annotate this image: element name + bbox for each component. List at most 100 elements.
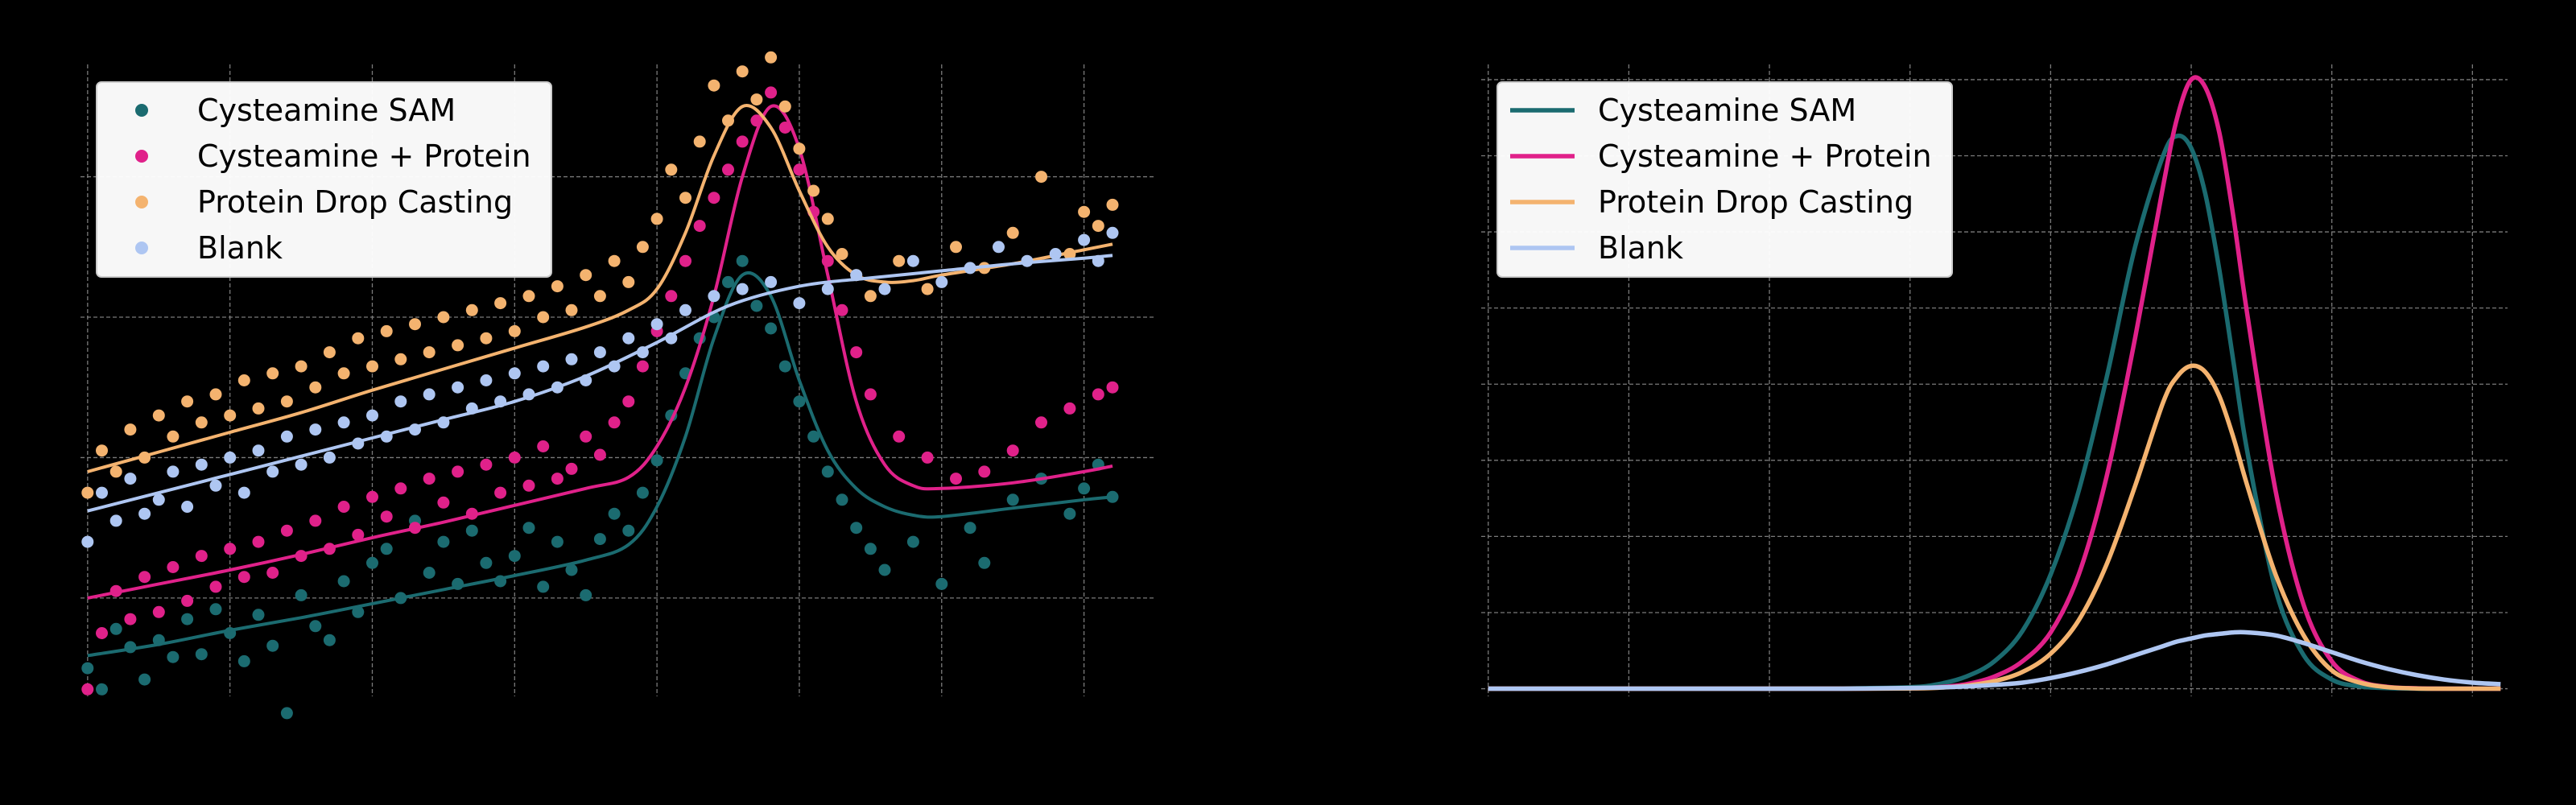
data-point bbox=[81, 535, 94, 548]
data-point bbox=[722, 275, 734, 288]
data-point bbox=[452, 339, 464, 352]
data-point bbox=[195, 416, 208, 429]
data-point bbox=[850, 346, 863, 359]
data-point bbox=[437, 311, 450, 324]
data-point bbox=[878, 564, 891, 576]
data-point bbox=[537, 311, 550, 324]
data-point bbox=[778, 100, 791, 113]
legend: Cysteamine SAM Cysteamine + Protein Protei… bbox=[1496, 81, 1953, 278]
series-protein bbox=[81, 86, 1119, 696]
data-point bbox=[480, 556, 493, 569]
legend-marker bbox=[135, 242, 148, 254]
data-point bbox=[224, 409, 237, 422]
data-point bbox=[1078, 482, 1091, 495]
data-point bbox=[836, 303, 848, 316]
data-point bbox=[679, 254, 691, 267]
data-point bbox=[679, 192, 691, 204]
data-point bbox=[494, 297, 507, 310]
data-point bbox=[537, 580, 550, 593]
data-point bbox=[124, 613, 137, 625]
data-point bbox=[508, 324, 521, 337]
data-point bbox=[650, 213, 663, 225]
data-point bbox=[480, 374, 493, 386]
data-point bbox=[494, 486, 507, 499]
data-point bbox=[252, 444, 265, 457]
data-point bbox=[793, 395, 806, 408]
data-point bbox=[252, 402, 265, 415]
data-point bbox=[522, 290, 535, 303]
data-point bbox=[693, 220, 706, 233]
data-point bbox=[394, 353, 407, 365]
data-point bbox=[1049, 248, 1062, 260]
fit-line bbox=[87, 104, 1113, 600]
fit-line bbox=[87, 104, 1113, 473]
data-point bbox=[452, 381, 464, 394]
data-point bbox=[950, 473, 962, 485]
data-point bbox=[96, 486, 108, 499]
legend-label: Cysteamine SAM bbox=[197, 93, 456, 128]
scatter-panel: Cysteamine SAM Cysteamine + Protein Protei… bbox=[80, 51, 1155, 720]
data-point bbox=[152, 409, 165, 422]
data-point bbox=[836, 493, 848, 506]
data-point bbox=[864, 290, 877, 303]
data-point bbox=[736, 65, 749, 78]
data-point bbox=[323, 346, 336, 359]
data-point bbox=[593, 533, 606, 546]
data-point bbox=[622, 332, 635, 345]
data-point bbox=[309, 423, 322, 436]
data-point bbox=[195, 648, 208, 661]
gaussian-panel: Cysteamine SAM Cysteamine + Protein Protei… bbox=[1481, 64, 2508, 696]
data-point bbox=[337, 575, 350, 588]
data-point bbox=[280, 524, 293, 537]
data-point bbox=[181, 395, 194, 408]
data-point bbox=[309, 620, 322, 633]
data-point bbox=[978, 465, 991, 478]
data-point bbox=[209, 580, 222, 593]
data-point bbox=[295, 458, 308, 471]
data-point bbox=[793, 163, 806, 176]
data-point bbox=[181, 594, 194, 607]
data-point bbox=[138, 673, 151, 686]
data-point bbox=[964, 522, 976, 535]
data-point bbox=[793, 142, 806, 155]
data-point bbox=[978, 556, 991, 569]
data-point bbox=[807, 430, 820, 443]
data-point bbox=[665, 290, 678, 303]
data-point bbox=[1063, 507, 1076, 520]
data-point bbox=[224, 543, 237, 555]
data-point bbox=[195, 550, 208, 563]
data-point bbox=[850, 522, 863, 535]
data-point bbox=[423, 388, 436, 401]
data-point bbox=[750, 93, 763, 106]
legend-label: Cysteamine SAM bbox=[1598, 93, 1856, 128]
data-point bbox=[1092, 388, 1104, 401]
data-point bbox=[679, 303, 691, 316]
data-point bbox=[323, 451, 336, 464]
data-point bbox=[906, 254, 919, 267]
data-point bbox=[366, 409, 378, 422]
data-point bbox=[81, 486, 94, 499]
data-point bbox=[465, 524, 478, 537]
data-point bbox=[295, 360, 308, 373]
data-point bbox=[237, 486, 250, 499]
data-point bbox=[280, 707, 293, 720]
data-point bbox=[522, 522, 535, 535]
data-point bbox=[437, 496, 450, 509]
data-point bbox=[722, 163, 734, 176]
data-point bbox=[765, 322, 778, 335]
data-point bbox=[565, 564, 578, 576]
data-point bbox=[935, 275, 948, 288]
data-point bbox=[167, 561, 180, 573]
data-point bbox=[337, 416, 350, 429]
data-point bbox=[1006, 444, 1019, 457]
legend-label: Blank bbox=[197, 230, 283, 266]
data-point bbox=[821, 213, 834, 225]
data-point bbox=[836, 248, 848, 260]
data-point bbox=[708, 290, 720, 303]
data-point bbox=[736, 254, 749, 267]
data-point bbox=[252, 535, 265, 548]
data-point bbox=[124, 423, 137, 436]
data-point bbox=[551, 280, 564, 293]
data-point bbox=[480, 458, 493, 471]
